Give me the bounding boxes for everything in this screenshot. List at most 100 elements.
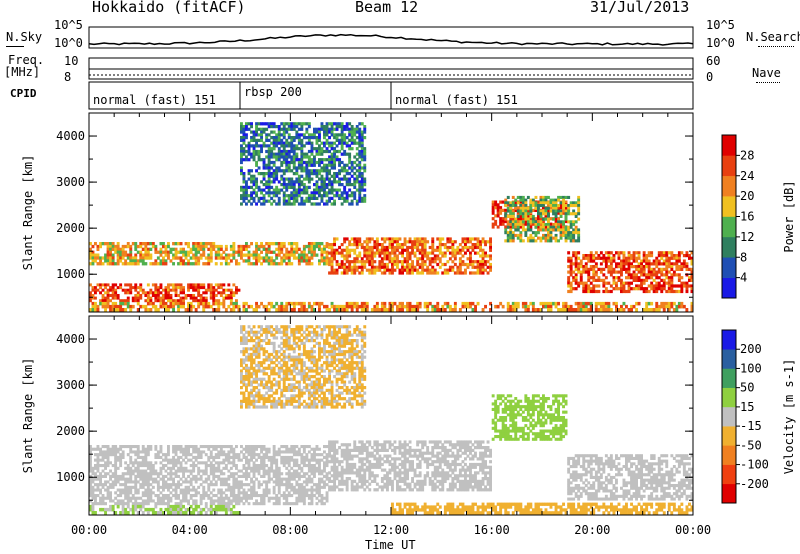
data-cell [496, 208, 500, 212]
data-cell [121, 502, 125, 506]
data-cell [99, 256, 102, 260]
data-cell [365, 251, 369, 255]
data-cell [129, 262, 133, 266]
data-cell [363, 136, 367, 140]
data-cell [313, 247, 316, 251]
data-cell [345, 180, 349, 184]
data-cell [235, 494, 238, 498]
data-cell [471, 260, 475, 264]
data-cell [207, 483, 211, 487]
data-cell [514, 200, 518, 204]
data-cell [260, 262, 263, 266]
data-cell [192, 283, 196, 287]
data-cell [109, 256, 112, 260]
data-cell [177, 466, 180, 470]
data-cell [159, 455, 163, 459]
data-cell [237, 262, 241, 266]
data-cell [134, 480, 138, 484]
data-cell [270, 185, 274, 189]
data-cell [582, 256, 586, 260]
data-cell [227, 483, 231, 487]
data-cell [119, 499, 123, 503]
data-cell [199, 242, 203, 246]
data-cell [574, 273, 578, 277]
data-cell [338, 183, 341, 187]
data-cell [516, 220, 520, 224]
data-cell [302, 188, 306, 192]
data-cell [554, 212, 558, 216]
data-cell [247, 141, 251, 145]
data-cell [119, 301, 123, 306]
data-cell [162, 294, 165, 297]
data-cell [275, 469, 279, 473]
data-cell [257, 152, 261, 156]
data-cell [665, 256, 669, 260]
data-cell [323, 259, 326, 263]
data-cell [167, 242, 170, 246]
data-cell [509, 214, 513, 218]
data-cell [569, 201, 573, 205]
data-cell [302, 185, 306, 189]
noise-left-tick-bottom: 10^0 [54, 36, 83, 50]
data-cell [323, 149, 326, 154]
data-cell [119, 256, 123, 260]
data-cell [172, 286, 175, 290]
data-cell [237, 253, 241, 257]
data-cell [451, 265, 455, 269]
data-cell [292, 247, 296, 251]
data-cell [207, 247, 211, 251]
data-cell [307, 304, 311, 309]
data-cell [124, 262, 128, 266]
data-cell [227, 450, 231, 454]
data-cell [537, 204, 540, 208]
data-cell [438, 257, 442, 261]
data-cell [660, 262, 664, 266]
data-cell [89, 242, 92, 246]
data-cell [290, 244, 294, 249]
data-cell [436, 254, 440, 258]
data-cell [184, 453, 188, 457]
data-cell [408, 237, 412, 241]
data-cell [476, 260, 480, 264]
data-cell [599, 270, 603, 274]
data-cell [240, 185, 243, 189]
data-cell [328, 271, 331, 275]
data-cell [272, 447, 276, 451]
data-cell [172, 455, 175, 459]
data-cell [315, 136, 319, 140]
data-cell [690, 278, 694, 282]
data-cell [567, 256, 571, 260]
data-cell [559, 206, 563, 210]
data-cell [91, 502, 95, 506]
data-cell [247, 488, 251, 492]
data-cell [285, 185, 289, 189]
data-cell [343, 257, 347, 261]
data-cell [290, 147, 294, 151]
data-cell [227, 283, 231, 287]
data-cell [549, 204, 553, 208]
data-cell [509, 304, 513, 309]
data-cell [645, 254, 649, 258]
data-cell [227, 455, 231, 459]
data-cell [310, 163, 314, 167]
data-cell [597, 308, 601, 312]
data-cell [672, 256, 676, 260]
data-cell [458, 260, 462, 264]
data-cell [396, 265, 399, 269]
data-cell [660, 273, 664, 277]
data-cell [141, 242, 145, 246]
data-cell [189, 286, 193, 290]
data-cell [650, 267, 654, 271]
data-cell [335, 122, 339, 126]
data-cell [547, 195, 550, 199]
data-cell [302, 256, 306, 260]
data-cell [252, 447, 256, 451]
data-cell [529, 214, 533, 218]
data-cell [280, 262, 284, 266]
data-cell [260, 447, 263, 451]
data-cell [662, 273, 666, 277]
data-cell [363, 240, 367, 244]
data-cell [250, 180, 253, 184]
data-cell [484, 260, 487, 264]
data-cell [318, 144, 321, 148]
